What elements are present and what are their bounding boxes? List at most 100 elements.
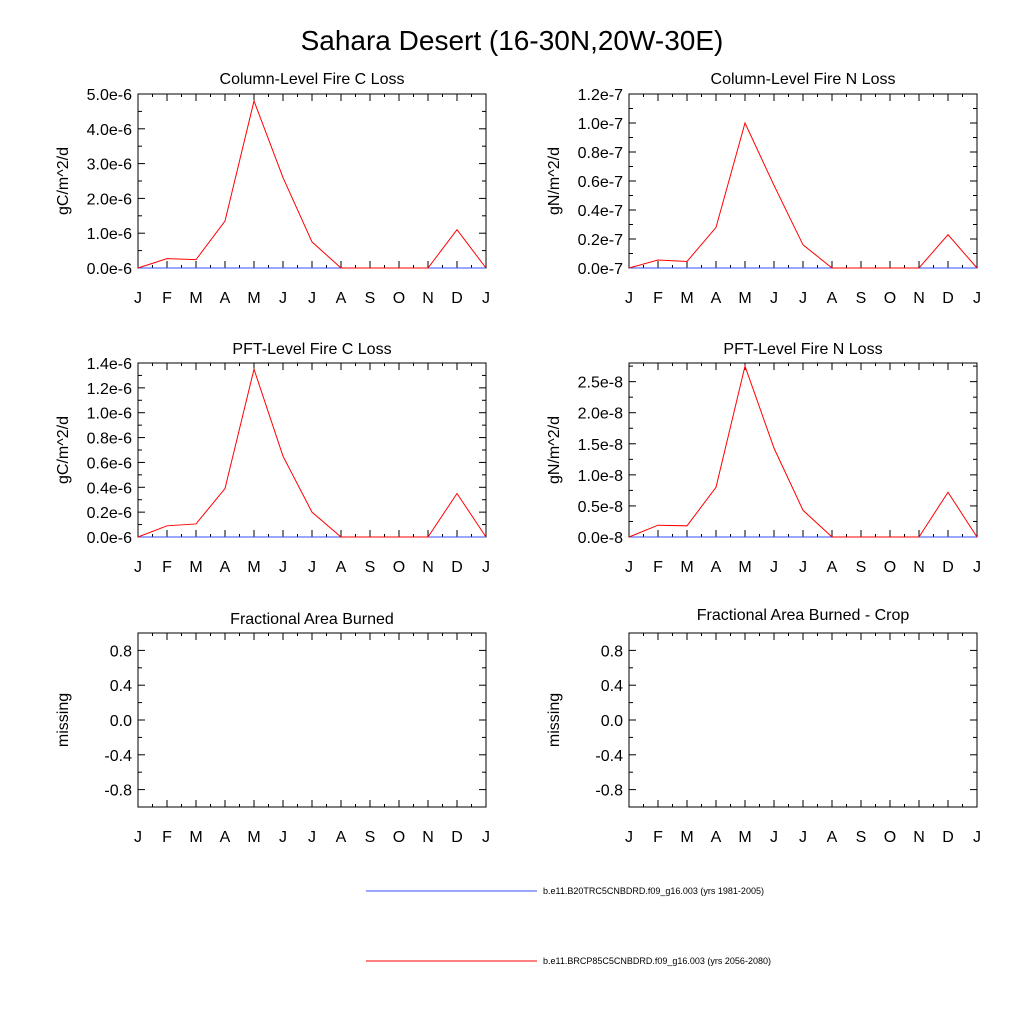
x-tick-label: J [625, 559, 633, 576]
y-tick-label: 2.5e-8 [578, 375, 623, 392]
y-tick-label: 2.0e-8 [578, 406, 623, 423]
x-tick-label: F [162, 559, 172, 576]
x-tick-label: A [336, 559, 347, 576]
x-tick-label: M [738, 290, 751, 307]
x-tick-label: M [738, 829, 751, 846]
x-tick-label: S [856, 829, 867, 846]
y-tick-label: 0.4e-7 [578, 203, 623, 220]
y-tick-label: 0.2e-6 [87, 505, 132, 522]
x-tick-label: O [393, 829, 405, 846]
x-tick-label: A [711, 829, 722, 846]
legend-label-1: b.e11.B20TRC5CNBDRD.f09_g16.003 (yrs 198… [543, 886, 764, 896]
x-tick-label: J [973, 290, 981, 307]
x-tick-label: J [799, 829, 807, 846]
x-tick-label: J [625, 290, 633, 307]
x-tick-label: A [711, 290, 722, 307]
legend: b.e11.B20TRC5CNBDRD.f09_g16.003 (yrs 198… [366, 886, 771, 966]
y-tick-label: -0.4 [595, 748, 623, 765]
x-tick-label: F [653, 290, 663, 307]
y-tick-label: 4.0e-6 [87, 122, 132, 139]
plot-frame [137, 632, 487, 808]
y-tick-label: 1.0e-6 [87, 226, 132, 243]
y-tick-label: 0.0e-6 [87, 530, 132, 547]
x-tick-label: D [451, 290, 463, 307]
x-tick-label: A [711, 559, 722, 576]
x-tick-label: M [680, 559, 693, 576]
x-tick-label: O [884, 559, 896, 576]
x-tick-label: S [365, 290, 376, 307]
series-line-2 [137, 367, 487, 538]
y-tick-label: 1.0e-7 [578, 116, 623, 133]
y-axis-label: gC/m^2/d [55, 416, 72, 484]
y-tick-label: 0.0e-6 [87, 261, 132, 278]
x-tick-label: S [856, 290, 867, 307]
x-tick-label: O [393, 290, 405, 307]
panel-title: Fractional Area Burned - Crop [697, 607, 910, 624]
y-tick-label: -0.8 [595, 783, 623, 800]
x-tick-label: J [279, 559, 287, 576]
x-tick-label: F [653, 559, 663, 576]
x-tick-label: D [942, 559, 954, 576]
y-tick-label: 1.5e-8 [578, 437, 623, 454]
x-tick-label: O [393, 559, 405, 576]
x-tick-label: J [308, 290, 316, 307]
x-tick-label: J [134, 559, 142, 576]
x-tick-label: N [913, 290, 925, 307]
y-tick-label: -0.4 [104, 748, 132, 765]
y-tick-label: 1.4e-6 [87, 356, 132, 373]
x-tick-label: A [220, 290, 231, 307]
x-tick-label: D [942, 290, 954, 307]
x-tick-label: M [247, 559, 260, 576]
x-tick-label: A [827, 290, 838, 307]
x-tick-label: F [653, 829, 663, 846]
x-tick-label: J [770, 290, 778, 307]
x-tick-label: J [799, 559, 807, 576]
x-tick-label: O [884, 829, 896, 846]
x-tick-label: O [884, 290, 896, 307]
x-tick-label: J [625, 829, 633, 846]
y-tick-label: 2.0e-6 [87, 191, 132, 208]
y-tick-label: 0.0 [601, 713, 623, 730]
x-tick-label: J [279, 290, 287, 307]
y-tick-label: 0.4e-6 [87, 480, 132, 497]
series-line-2 [137, 99, 487, 269]
x-tick-label: J [482, 559, 490, 576]
x-tick-label: J [973, 829, 981, 846]
legend-label-2: b.e11.BRCP85C5CNBDRD.f09_g16.003 (yrs 20… [543, 956, 771, 966]
x-tick-label: J [973, 559, 981, 576]
y-axis-label: gC/m^2/d [55, 147, 72, 215]
y-tick-label: -0.8 [104, 783, 132, 800]
x-tick-label: M [680, 829, 693, 846]
y-tick-label: 1.2e-6 [87, 381, 132, 398]
x-tick-label: A [336, 829, 347, 846]
y-axis-label: gN/m^2/d [546, 147, 563, 215]
x-tick-label: M [189, 290, 202, 307]
y-tick-label: 0.8 [601, 643, 623, 660]
x-tick-label: A [220, 559, 231, 576]
panel-title: Fractional Area Burned [230, 611, 394, 628]
y-tick-label: 0.8 [110, 643, 132, 660]
y-tick-label: 0.6e-7 [578, 174, 623, 191]
panel-title: PFT-Level Fire N Loss [723, 341, 882, 358]
y-tick-label: 5.0e-6 [87, 87, 132, 104]
x-tick-label: S [365, 829, 376, 846]
x-tick-label: J [482, 829, 490, 846]
y-tick-label: 0.2e-7 [578, 232, 623, 249]
x-tick-label: M [247, 829, 260, 846]
x-tick-label: F [162, 829, 172, 846]
x-tick-label: J [279, 829, 287, 846]
x-tick-label: M [680, 290, 693, 307]
x-tick-label: N [913, 829, 925, 846]
x-tick-label: M [189, 559, 202, 576]
series-line-2 [628, 364, 978, 538]
x-tick-label: J [134, 290, 142, 307]
x-tick-label: M [247, 290, 260, 307]
y-tick-label: 0.4 [110, 678, 132, 695]
